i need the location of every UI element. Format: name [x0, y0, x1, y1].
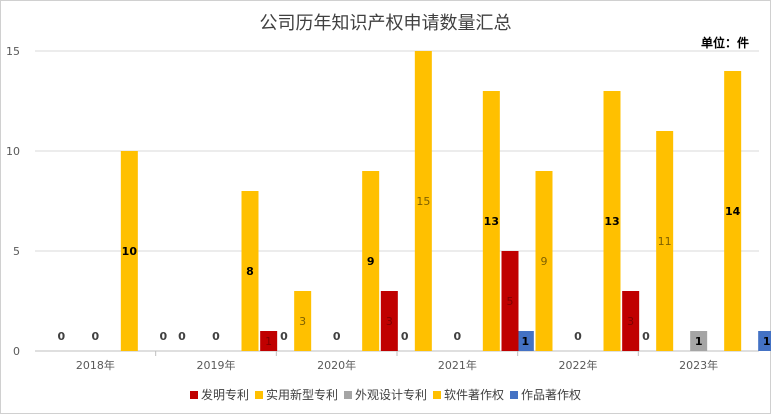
x-tick-label: 2018年 — [76, 358, 115, 372]
data-label: 13 — [604, 215, 619, 228]
data-label: 10 — [122, 245, 138, 258]
data-label: 0 — [92, 330, 100, 343]
data-label: 3 — [386, 315, 393, 328]
bar-4 — [120, 151, 138, 351]
data-label: 0 — [454, 330, 462, 343]
bar-5 — [758, 331, 771, 351]
legend-swatch — [343, 391, 352, 399]
data-label: 0 — [401, 330, 409, 343]
data-label: 13 — [484, 215, 499, 228]
bar-4 — [724, 71, 742, 351]
data-label: 3 — [627, 315, 634, 328]
data-label: 14 — [725, 205, 741, 218]
bar-2 — [656, 131, 674, 351]
bar-5 — [516, 331, 534, 351]
x-tick-label: 2021年 — [438, 358, 477, 372]
legend-label: 外观设计专利 — [354, 388, 427, 402]
legend-swatch — [254, 391, 263, 399]
legend-label: 发明专利 — [200, 388, 249, 402]
data-label: 5 — [507, 295, 514, 308]
data-label: 1 — [695, 335, 703, 348]
legend-item: 外观设计专利 — [343, 386, 427, 403]
legend-item: 作品著作权 — [510, 386, 581, 403]
data-label: 0 — [280, 330, 288, 343]
bar-3 — [690, 331, 708, 351]
legend-label: 作品著作权 — [521, 388, 582, 402]
data-label: 15 — [416, 195, 430, 208]
data-label: 8 — [246, 265, 254, 278]
chart-legend: 发明专利 实用新型专利 外观设计专利 软件著作权 作品著作权 — [0, 386, 771, 403]
x-tick-label: 2023年 — [679, 358, 718, 372]
bar-4 — [482, 91, 500, 351]
data-label: 0 — [574, 330, 582, 343]
bar-4 — [603, 91, 621, 351]
bar-1 — [501, 251, 519, 351]
data-label: 0 — [333, 330, 341, 343]
legend-swatch — [433, 391, 441, 399]
bar-1 — [260, 331, 278, 351]
x-tick-label: 2022年 — [559, 358, 598, 372]
legend-item: 发明专利 — [189, 386, 249, 403]
legend-item: 实用新型专利 — [254, 386, 338, 403]
legend-swatch — [189, 391, 198, 399]
data-label: 0 — [160, 330, 168, 343]
data-label: 0 — [178, 330, 186, 343]
legend-label: 实用新型专利 — [265, 388, 338, 402]
bar-4 — [241, 191, 259, 351]
y-tick-label: 15 — [6, 45, 20, 58]
bar-1 — [622, 291, 640, 351]
data-label: 9 — [541, 255, 548, 268]
data-label: 1 — [522, 335, 530, 348]
legend-label: 软件著作权 — [444, 388, 505, 402]
data-label: 11 — [658, 235, 672, 248]
bar-1 — [380, 291, 398, 351]
legend-swatch — [510, 391, 519, 399]
bar-2 — [535, 171, 553, 351]
data-label: 0 — [58, 330, 66, 343]
x-tick-label: 2019年 — [197, 358, 236, 372]
y-tick-label: 5 — [13, 245, 20, 258]
bar-2 — [414, 51, 432, 351]
y-tick-label: 0 — [13, 345, 20, 358]
data-label: 0 — [642, 330, 650, 343]
data-label: 0 — [212, 330, 220, 343]
y-tick-label: 10 — [6, 145, 20, 158]
legend-item: 软件著作权 — [433, 386, 504, 403]
chart-title: 公司历年知识产权申请数量汇总 — [259, 13, 512, 34]
bar-4 — [362, 171, 380, 351]
data-label: 3 — [299, 315, 306, 328]
data-label: 1 — [265, 335, 272, 348]
data-label: 9 — [367, 255, 375, 268]
unit-label: 单位：件 — [700, 36, 749, 50]
bar-2 — [294, 291, 312, 351]
data-label: 1 — [763, 335, 771, 348]
x-tick-label: 2020年 — [317, 358, 356, 372]
